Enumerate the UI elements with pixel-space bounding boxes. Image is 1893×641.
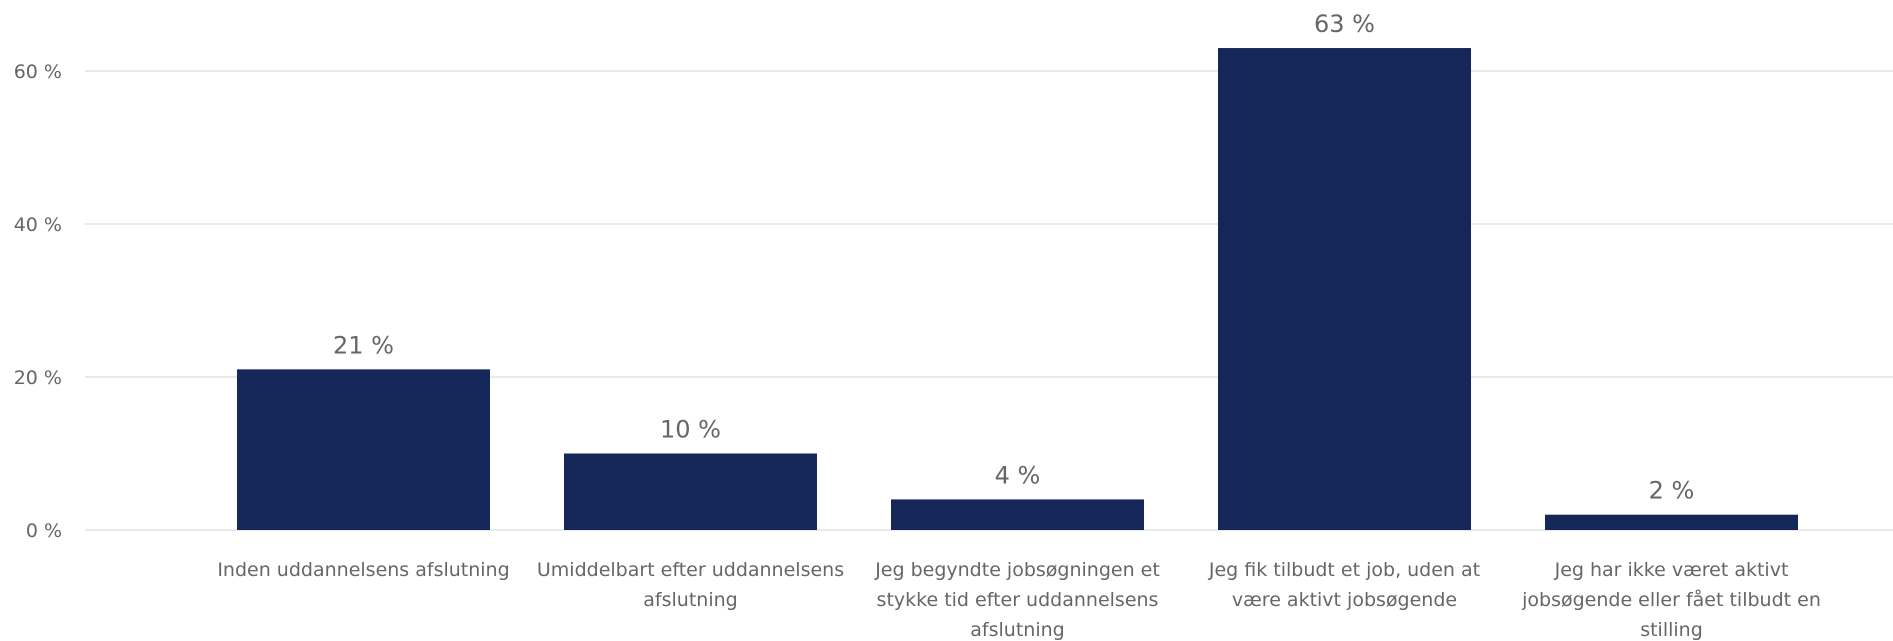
data-label: 21 % xyxy=(333,331,394,359)
y-tick-label: 60 % xyxy=(14,61,62,83)
data-label: 10 % xyxy=(660,416,721,444)
x-tick-label: Jeg begyndte jobsøgningen et stykke tid e… xyxy=(874,559,1160,641)
data-label: 4 % xyxy=(995,461,1041,489)
y-tick-label: 0 % xyxy=(26,520,62,542)
x-axis-ticks: Inden uddannelsens afslutning Umiddelbart… xyxy=(217,559,1821,641)
bar xyxy=(237,369,490,530)
bar xyxy=(1545,514,1798,530)
y-axis-ticks: 0 % 20 % 40 % 60 % xyxy=(14,61,62,542)
x-tick-label: Inden uddannelsens afslutning xyxy=(217,559,509,581)
x-tick-label: Umiddelbart efter uddannelsens afslutning xyxy=(537,559,844,611)
y-tick-label: 40 % xyxy=(14,214,62,236)
bar xyxy=(891,499,1144,530)
bar xyxy=(1218,48,1471,531)
x-tick-label: Jeg har ikke været aktivt jobsøgende elle… xyxy=(1521,559,1821,641)
bars xyxy=(237,48,1798,531)
data-label: 63 % xyxy=(1314,10,1375,38)
y-tick-label: 20 % xyxy=(14,367,62,389)
bar xyxy=(564,453,817,530)
data-labels: 21 % 10 % 4 % 63 % 2 % xyxy=(333,10,1694,505)
data-label: 2 % xyxy=(1649,477,1695,505)
x-tick-label: Jeg fik tilbudt et job, uden at være akti… xyxy=(1208,559,1480,611)
